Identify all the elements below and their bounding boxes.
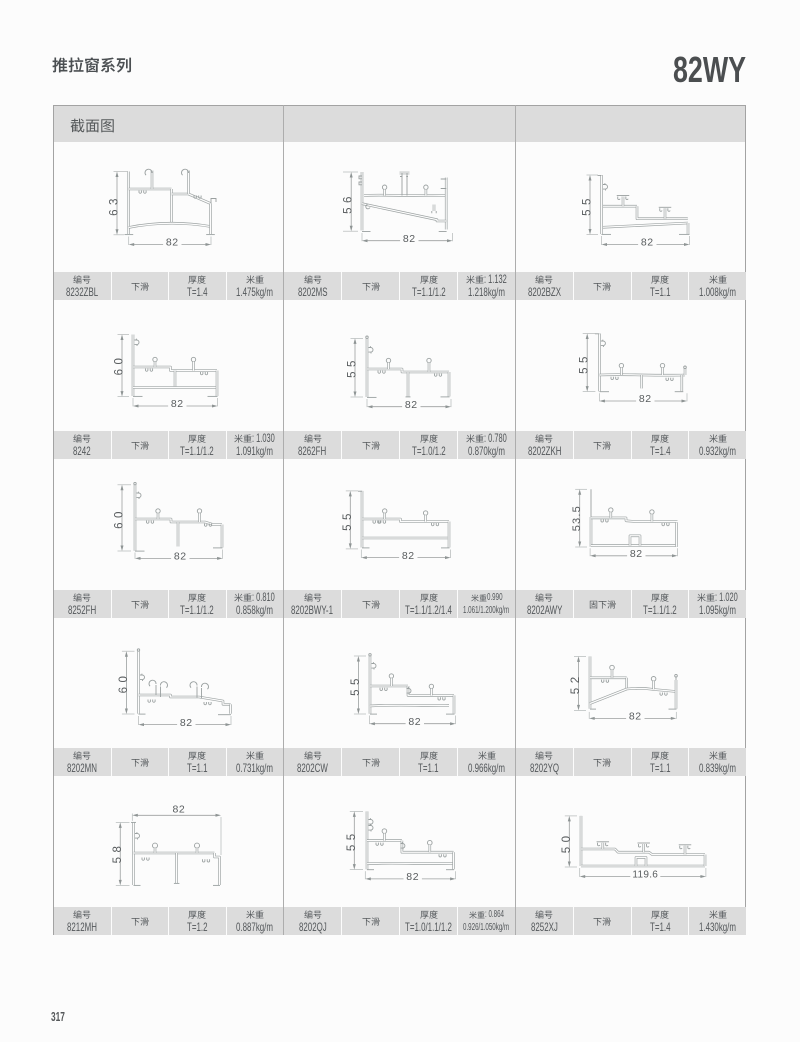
svg-text:82: 82	[402, 550, 415, 562]
svg-text:55: 55	[582, 194, 594, 216]
svg-text:82: 82	[174, 551, 187, 563]
svg-text:82: 82	[406, 871, 419, 883]
svg-text:55: 55	[350, 674, 362, 696]
svg-text:82: 82	[629, 711, 642, 723]
svg-text:53.5: 53.5	[571, 505, 583, 531]
svg-text:60: 60	[114, 354, 126, 376]
svg-text:119.6: 119.6	[632, 870, 658, 881]
svg-text:55: 55	[579, 352, 591, 374]
svg-text:82: 82	[171, 398, 184, 410]
svg-text:58: 58	[112, 842, 124, 864]
svg-text:82: 82	[408, 716, 421, 728]
svg-text:55: 55	[346, 829, 358, 851]
svg-text:82: 82	[641, 237, 654, 249]
svg-text:56: 56	[343, 192, 355, 214]
svg-text:82: 82	[172, 804, 185, 816]
svg-text:82: 82	[630, 548, 643, 560]
svg-text:82: 82	[403, 233, 416, 245]
svg-text:55: 55	[347, 356, 359, 378]
svg-text:82: 82	[180, 717, 193, 729]
svg-text:50: 50	[561, 832, 573, 854]
svg-text:63: 63	[109, 194, 121, 216]
svg-text:60: 60	[118, 672, 130, 694]
svg-text:82: 82	[166, 237, 179, 249]
svg-text:55: 55	[342, 509, 354, 531]
svg-text:82: 82	[405, 399, 418, 411]
svg-text:60: 60	[114, 507, 126, 529]
svg-text:82: 82	[639, 393, 652, 405]
svg-text:52: 52	[570, 672, 582, 694]
